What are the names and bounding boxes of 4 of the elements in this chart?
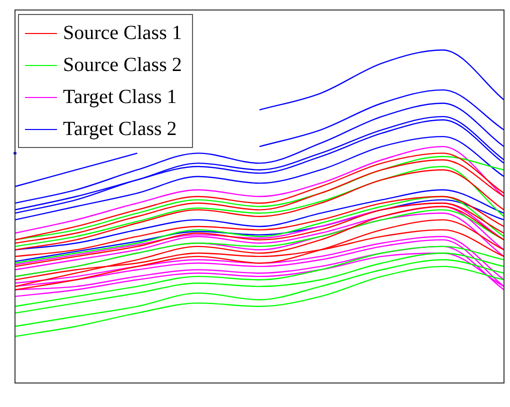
legend-label: Target Class 1: [63, 85, 177, 110]
legend-label: Target Class 2: [63, 117, 177, 142]
legend-label: Source Class 2: [63, 53, 182, 78]
legend-label: Source Class 1: [63, 21, 182, 46]
